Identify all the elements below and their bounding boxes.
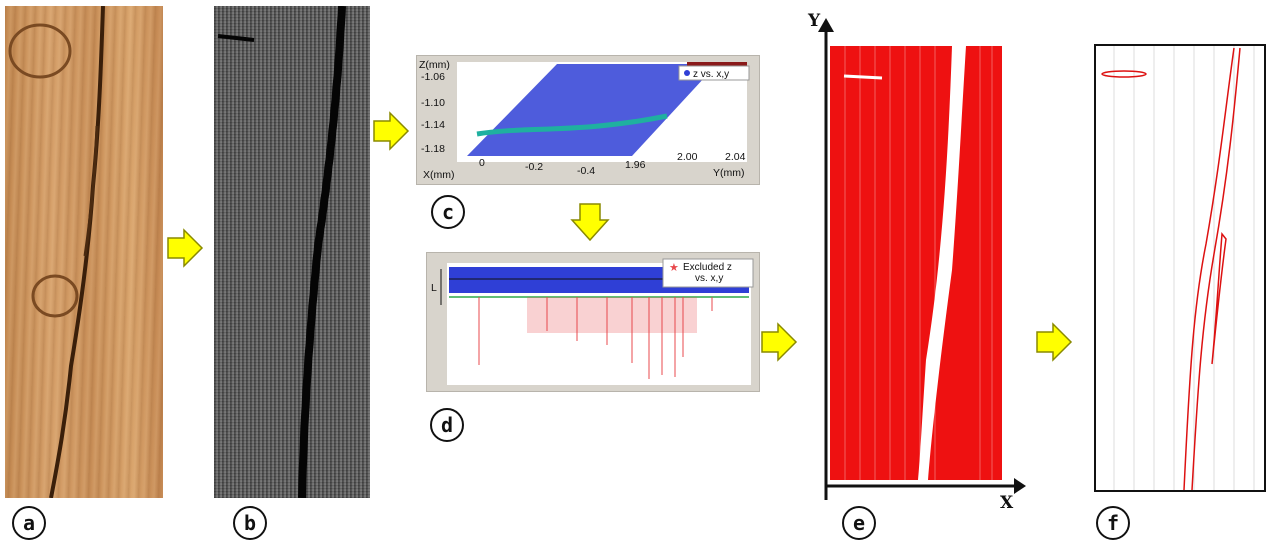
panel-c-label: c xyxy=(431,195,465,229)
panel-b-label: b xyxy=(233,506,267,540)
x-tick: 0 xyxy=(479,157,485,169)
arrow-right-icon xyxy=(761,322,798,362)
excluded-points-plot: ★ Excluded z vs. x,y L xyxy=(426,252,760,392)
crack-trace xyxy=(476,113,668,137)
arrow-right-icon xyxy=(1036,322,1073,362)
z-tick: -1.14 xyxy=(421,119,445,131)
svg-text:★: ★ xyxy=(669,261,679,274)
panel-e-label: e xyxy=(842,506,876,540)
arrow-right-icon xyxy=(373,111,410,151)
arrow-right-icon xyxy=(167,228,204,268)
y-axis-letter: Y xyxy=(807,11,821,31)
y-axis-title: Y(mm) xyxy=(713,167,745,179)
wood-crack-overlay xyxy=(8,6,105,498)
crack-contour-map xyxy=(1094,44,1266,492)
crack-region-map: Y X xyxy=(807,11,1026,510)
surface-scan-image xyxy=(214,6,370,498)
panel-f-label: f xyxy=(1096,506,1130,540)
y-tick: 1.96 xyxy=(625,159,646,171)
z-axis-title: Z(mm) xyxy=(419,59,450,71)
threshold-marker-label: L xyxy=(431,282,437,294)
crack-contours xyxy=(1101,47,1241,491)
plot-d-legend-line2: vs. x,y xyxy=(695,273,723,284)
panel-d-label: d xyxy=(430,408,464,442)
z-tick: -1.18 xyxy=(421,143,445,155)
x-tick: -0.4 xyxy=(577,165,595,177)
surface-3d-plot: z vs. x,y Z(mm) -1.06 -1.10 -1.14 -1.18 … xyxy=(416,55,760,185)
excluded-drops xyxy=(478,297,713,379)
y-tick: 2.00 xyxy=(677,151,698,163)
z-tick: -1.10 xyxy=(421,97,445,109)
x-tick: -0.2 xyxy=(525,161,543,173)
panel-a-label: a xyxy=(12,506,46,540)
z-tick: -1.06 xyxy=(421,71,445,83)
plot-c-legend: z vs. x,y xyxy=(693,69,729,80)
x-axis-title: X(mm) xyxy=(423,169,455,181)
arrow-down-icon xyxy=(570,203,610,242)
point-cloud-surface xyxy=(467,64,717,156)
wood-photo xyxy=(5,6,163,498)
crack-gap xyxy=(918,46,966,480)
scan-crack-overlay xyxy=(217,6,346,498)
x-axis-letter: X xyxy=(1000,493,1014,510)
plot-d-legend-line1: Excluded z xyxy=(683,262,732,273)
y-tick: 2.04 xyxy=(725,151,746,163)
